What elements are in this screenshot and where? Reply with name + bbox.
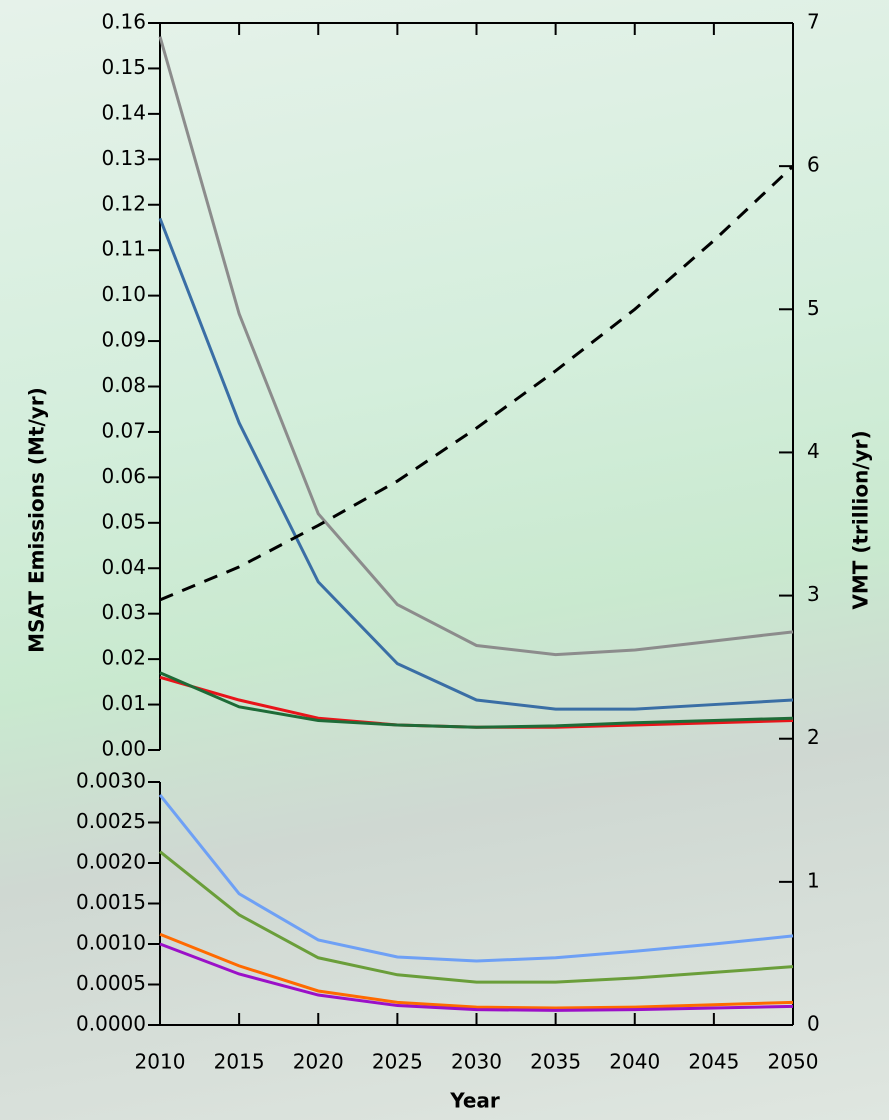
data-line <box>159 165 795 602</box>
x-tick-label: 2020 <box>293 1050 344 1074</box>
x-tick-label: 2025 <box>372 1050 423 1074</box>
y-tick-label: 0.03 <box>101 600 146 624</box>
y2-tick-label: 3 <box>807 582 820 606</box>
y-tick-label: 0.15 <box>101 55 146 79</box>
y-tick-label: 0.01 <box>101 691 146 715</box>
y-axis-title: MSAT Emissions (Mt/yr) <box>25 387 49 653</box>
x-tick-label: 2045 <box>688 1050 739 1074</box>
y2-tick-label: 2 <box>807 725 820 749</box>
y2-tick-label: 7 <box>807 10 820 34</box>
x-axis-title: Year <box>449 1089 500 1113</box>
y2-tick-label: 5 <box>807 296 820 320</box>
x-tick-label: 2010 <box>135 1050 186 1074</box>
data-line <box>159 671 794 729</box>
y-tick-label: 0.11 <box>101 237 146 261</box>
x-tick-label: 2035 <box>530 1050 581 1074</box>
y-tick-label: 0.12 <box>101 191 146 215</box>
y-tick-label: 0.13 <box>101 146 146 170</box>
data-line <box>159 932 794 1010</box>
data-line <box>159 942 794 1012</box>
y-tick-label: 0.0015 <box>76 890 146 914</box>
y-tick-label: 0.04 <box>101 555 146 579</box>
y2-tick-label: 1 <box>807 868 820 892</box>
y-tick-label: 0.16 <box>101 10 146 34</box>
y-tick-label: 0.0030 <box>76 769 146 793</box>
y-tick-label: 0.02 <box>101 646 146 670</box>
y-tick-label: 0.14 <box>101 100 146 124</box>
y-tick-label: 0.09 <box>101 328 146 352</box>
y2-tick-label: 6 <box>807 153 820 177</box>
y-tick-label: 0.0025 <box>76 809 146 833</box>
data-line <box>158 217 794 711</box>
y-tick-label: 0.0020 <box>76 850 146 874</box>
data-line <box>158 36 794 657</box>
y-tick-label: 0.07 <box>101 418 146 442</box>
y-tick-label: 0.0000 <box>76 1012 146 1036</box>
x-tick-label: 2040 <box>609 1050 660 1074</box>
y2-tick-label: 4 <box>807 439 820 463</box>
y-tick-label: 0.05 <box>101 509 146 533</box>
y2-tick-label: 0 <box>807 1012 820 1036</box>
x-tick-label: 2030 <box>451 1050 502 1074</box>
x-tick-label: 2015 <box>214 1050 265 1074</box>
data-line <box>159 850 794 984</box>
y2-axis-title: VMT (trillion/yr) <box>849 430 873 609</box>
y-tick-label: 0.10 <box>101 282 146 306</box>
y-tick-label: 0.06 <box>101 464 146 488</box>
x-tick-label: 2050 <box>768 1050 819 1074</box>
data-line <box>158 794 794 963</box>
y-tick-label: 0.0005 <box>76 971 146 995</box>
y-tick-label: 0.08 <box>101 373 146 397</box>
y-tick-label: 0.0010 <box>76 931 146 955</box>
y-tick-label: 0.00 <box>101 737 146 761</box>
